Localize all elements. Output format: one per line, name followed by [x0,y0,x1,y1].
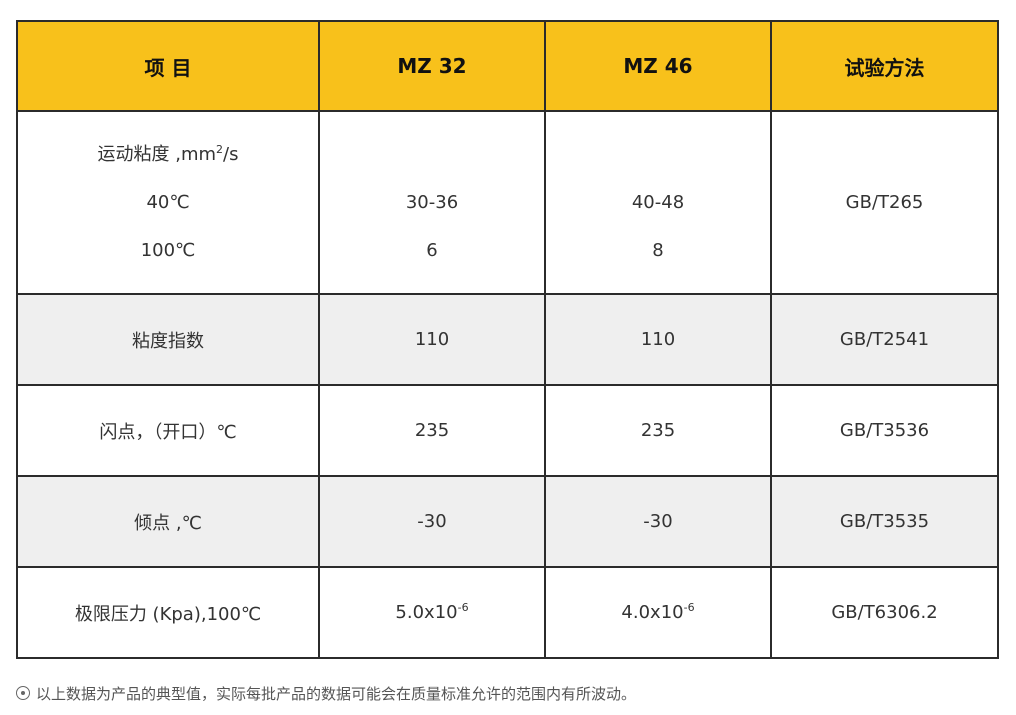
cell-mz32: -30 [318,475,546,568]
cell-method: GB/T2541 [770,293,999,386]
spec-table: 项 目 MZ 32 MZ 46 试验方法 运动粘度 ,mm2/s 40℃ 100… [16,20,999,659]
table-row-viscosity-index: 粘度指数 110 110 GB/T2541 [16,293,999,386]
spec-table-container: 项 目 MZ 32 MZ 46 试验方法 运动粘度 ,mm2/s 40℃ 100… [16,20,999,659]
cell-label: 闪点，（开口）℃ [16,384,320,477]
cell-mz46: 4.0x10-6 [544,566,772,659]
cell-mz32: 5.0x10-6 [318,566,546,659]
cell-method: GB/T6306.2 [770,566,999,659]
header-mz32: MZ 32 [318,20,546,112]
cell-viscosity-mz32: 30-36 6 [318,110,546,295]
cell-mz32: 235 [318,384,546,477]
header-test-method: 试验方法 [770,20,999,112]
cell-mz46: 110 [544,293,772,386]
header-mz46: MZ 46 [544,20,772,112]
cell-label: 极限压力 (Kpa),100℃ [16,566,320,659]
cell-viscosity-mz46: 40-48 8 [544,110,772,295]
cell-mz46: -30 [544,475,772,568]
cell-mz46: 235 [544,384,772,477]
cell-label: 粘度指数 [16,293,320,386]
footnote-text: 以上数据为产品的典型值，实际每批产品的数据可能会在质量标准允许的范围内有所波动。 [36,685,637,703]
header-item: 项 目 [16,20,320,112]
table-row-pour-point: 倾点 ,℃ -30 -30 GB/T3535 [16,475,999,568]
cell-label: 倾点 ,℃ [16,475,320,568]
cell-viscosity-label: 运动粘度 ,mm2/s 40℃ 100℃ [16,110,320,295]
table-header-row: 项 目 MZ 32 MZ 46 试验方法 [16,20,999,112]
cell-mz32: 110 [318,293,546,386]
footnote: 以上数据为产品的典型值，实际每批产品的数据可能会在质量标准允许的范围内有所波动。 [16,683,636,704]
cell-viscosity-method: GB/T265 [770,110,999,295]
table-row-flash-point: 闪点，（开口）℃ 235 235 GB/T3536 [16,384,999,477]
table-row-viscosity: 运动粘度 ,mm2/s 40℃ 100℃ 30-36 6 40-48 8 GB/… [16,110,999,295]
circle-dot-icon [16,686,30,700]
cell-method: GB/T3536 [770,384,999,477]
table-row-extreme-pressure: 极限压力 (Kpa),100℃ 5.0x10-6 4.0x10-6 GB/T63… [16,566,999,659]
cell-method: GB/T3535 [770,475,999,568]
